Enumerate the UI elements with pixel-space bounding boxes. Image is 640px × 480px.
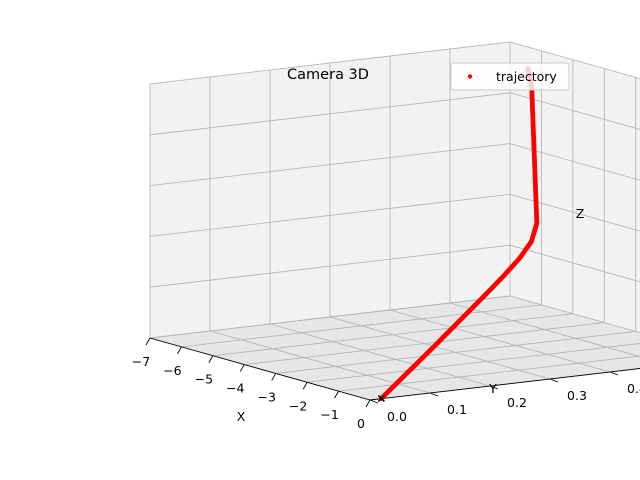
y-tick-label: 0.2: [507, 395, 527, 410]
y-tick-label: 0.0: [387, 409, 407, 424]
x-tick: [334, 390, 339, 399]
y-tick: [489, 385, 499, 390]
z-grid-line: [149, 143, 640, 186]
x-tick-label: −5: [195, 372, 213, 387]
y-tick: [369, 399, 379, 404]
x-tick-label: −6: [163, 363, 181, 378]
x-tick-label: −1: [320, 407, 338, 422]
start-marker-x: [377, 394, 385, 402]
y-tick-label: 0.1: [447, 402, 467, 417]
x-tick: [208, 355, 214, 363]
x-tick-label: −7: [132, 354, 150, 369]
y-tick-label: 0.4: [627, 381, 640, 396]
tick-labels: −7−6−5−4−3−2−100.00.10.20.30.40.50246810: [132, 354, 640, 431]
x-tick: [271, 373, 277, 381]
chart-title: Camera 3D: [287, 67, 369, 83]
x-tick: [145, 337, 151, 346]
z-grid-line: [149, 41, 640, 85]
x-tick: [177, 346, 182, 355]
y-tick: [549, 378, 559, 383]
y-tick: [609, 371, 619, 376]
z-axis-label: Z: [576, 206, 585, 221]
x-tick-label: −3: [257, 389, 275, 404]
z-grid-line: [149, 244, 640, 288]
axes-panes: [149, 41, 640, 401]
x-tick-label: −2: [289, 398, 307, 413]
legend-marker: [467, 74, 473, 79]
x-tick-label: 0: [357, 416, 365, 431]
y-axis-label: Y: [488, 381, 497, 396]
x-tick: [365, 399, 371, 408]
z-grid-line: [149, 193, 640, 237]
legend: trajectory: [450, 62, 570, 91]
y-tick: [429, 392, 439, 397]
x-axis-label: X: [237, 409, 246, 424]
trajectory-series: [377, 66, 540, 402]
y-tick-label: 0.3: [567, 388, 587, 403]
x-axis-line: [149, 337, 371, 401]
x-tick: [239, 364, 245, 372]
x-tick-label: −4: [226, 381, 244, 396]
x-tick: [302, 382, 308, 390]
legend-label: trajectory: [496, 69, 557, 84]
legend-frame: [450, 62, 570, 91]
z-grid-line: [149, 295, 640, 339]
z-grid-line: [149, 92, 640, 136]
tick-marks: [145, 337, 619, 408]
